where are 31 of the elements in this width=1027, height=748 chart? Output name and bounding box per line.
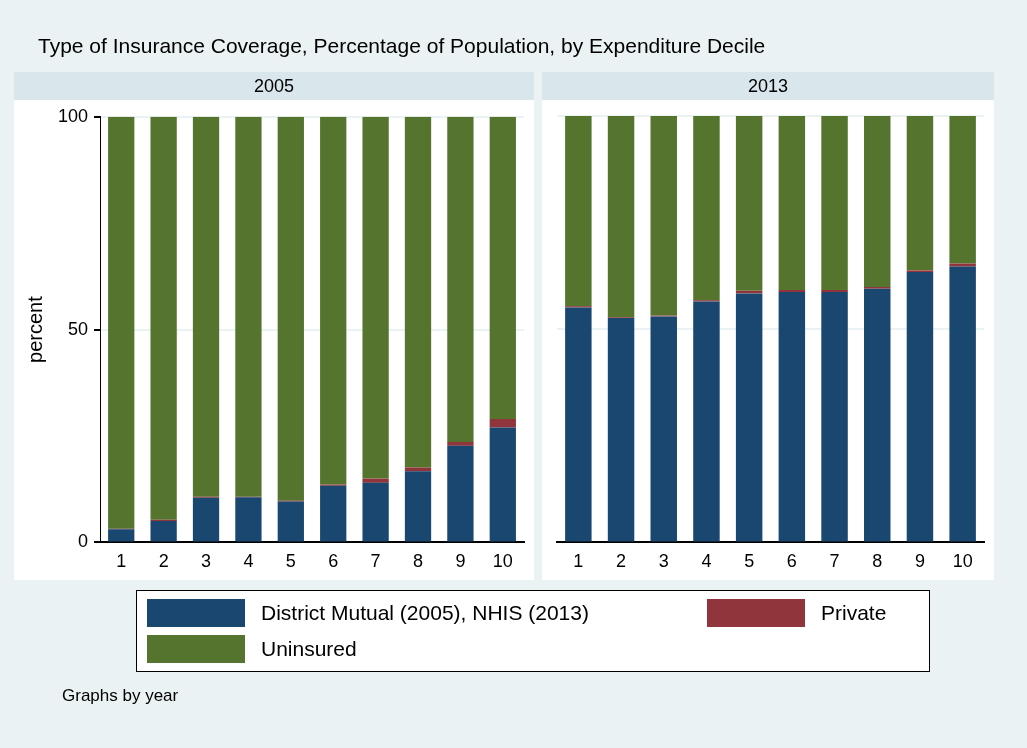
- x-tick-label: 10: [492, 551, 513, 572]
- x-tick-label: 2: [616, 551, 627, 572]
- x-tick-label: 5: [285, 551, 296, 572]
- x-tick-label: 6: [786, 551, 797, 572]
- y-tick-label: 50: [68, 318, 89, 339]
- x-tick-label: 8: [413, 551, 424, 572]
- x-tick-label: 2: [158, 551, 169, 572]
- chart-title: Type of Insurance Coverage, Percentage of Population, by Expenditure Decile: [37, 33, 767, 59]
- legend-label: District Mutual (2005), NHIS (2013): [261, 601, 589, 625]
- x-tick-label: 7: [829, 551, 840, 572]
- x-tick-label: 4: [243, 551, 254, 572]
- text: Graphs by year: [62, 686, 180, 706]
- legend-label: Private: [821, 601, 887, 625]
- x-tick-label: 5: [744, 551, 755, 572]
- x-tick-label: 1: [573, 551, 584, 572]
- x-tick-label: 9: [914, 551, 925, 572]
- x-tick-label: 3: [201, 551, 212, 572]
- x-tick-label: 7: [370, 551, 381, 572]
- legend-label: Uninsured: [261, 637, 357, 661]
- x-tick-label: 4: [701, 551, 712, 572]
- y-tick-label: 100: [57, 105, 89, 126]
- x-tick-label: 10: [952, 551, 973, 572]
- y-tick-label: 0: [78, 531, 89, 552]
- x-tick-label: 9: [455, 551, 466, 572]
- x-tick-label: 6: [328, 551, 339, 572]
- x-tick-label: 8: [872, 551, 883, 572]
- x-tick-label: 1: [116, 551, 127, 572]
- y-axis-title: percent: [23, 295, 46, 363]
- chart-subtitle: 2013: [542, 72, 994, 100]
- x-tick-label: 3: [658, 551, 669, 572]
- chart-subtitle: 2005: [14, 72, 534, 100]
